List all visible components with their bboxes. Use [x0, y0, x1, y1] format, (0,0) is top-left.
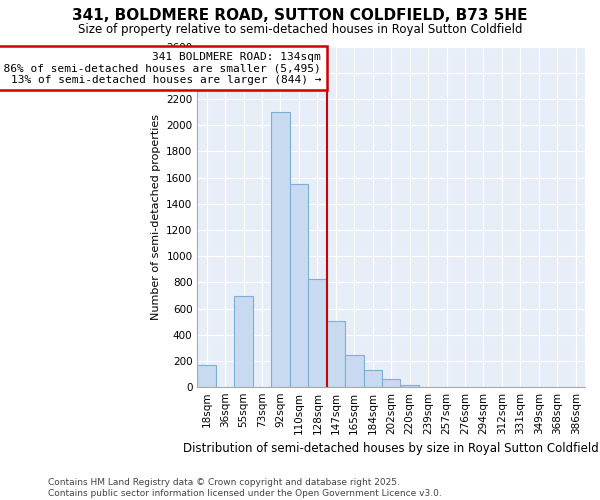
Text: 341, BOLDMERE ROAD, SUTTON COLDFIELD, B73 5HE: 341, BOLDMERE ROAD, SUTTON COLDFIELD, B7…	[72, 8, 528, 22]
Bar	[271, 112, 290, 388]
Bar	[308, 278, 326, 388]
Bar	[400, 385, 419, 388]
Text: Size of property relative to semi-detached houses in Royal Sutton Coldfield: Size of property relative to semi-detach…	[78, 22, 522, 36]
Text: Contains HM Land Registry data © Crown copyright and database right 2025.
Contai: Contains HM Land Registry data © Crown c…	[48, 478, 442, 498]
X-axis label: Distribution of semi-detached houses by size in Royal Sutton Coldfield: Distribution of semi-detached houses by …	[184, 442, 599, 455]
Bar	[197, 365, 216, 388]
Bar	[290, 184, 308, 388]
Y-axis label: Number of semi-detached properties: Number of semi-detached properties	[151, 114, 161, 320]
Bar	[364, 370, 382, 388]
Text: 341 BOLDMERE ROAD: 134sqm
← 86% of semi-detached houses are smaller (5,495)
13% : 341 BOLDMERE ROAD: 134sqm ← 86% of semi-…	[0, 52, 321, 85]
Bar	[235, 296, 253, 388]
Bar	[382, 379, 400, 388]
Bar	[326, 320, 345, 388]
Bar	[345, 354, 364, 388]
